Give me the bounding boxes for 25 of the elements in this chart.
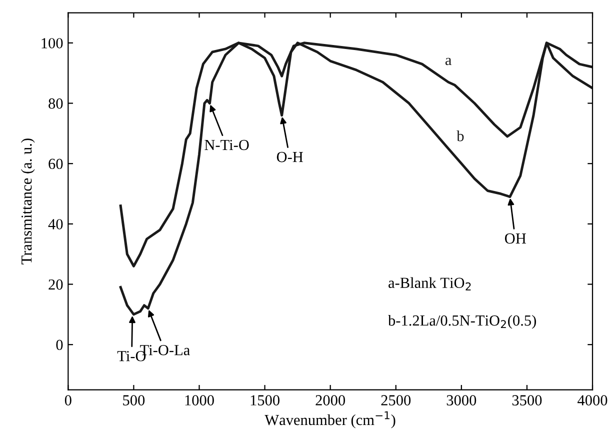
x-tick-label: 2000 (316, 395, 346, 406)
y-tick-label: 20 (48, 279, 63, 290)
x-tick-label: 0 (64, 395, 72, 406)
series-label: a (445, 58, 452, 66)
x-tick-label: 3500 (512, 395, 542, 406)
y-tick-label: 60 (48, 158, 63, 170)
y-tick-label: 0 (56, 340, 63, 350)
y-axis-title: Transmittance (a. u.) (20, 138, 35, 264)
annotation: OH (504, 233, 526, 244)
x-tick-label: 1000 (185, 395, 214, 406)
y-tick-label: 80 (48, 98, 63, 109)
x-tick-label: 1500 (250, 395, 280, 406)
x-tick-label: 2500 (381, 395, 411, 406)
x-axis-title: Wavenumber (cm$^{−1}$) (264, 411, 396, 428)
x-tick-label: 4000 (578, 395, 608, 406)
y-tick-label: 40 (48, 219, 63, 230)
line-series (119, 42, 593, 316)
series-label: b (456, 130, 464, 142)
annotation: N-Ti-O (204, 140, 249, 150)
annotation: a-Blank TiO$_{2}$ (388, 277, 471, 290)
y-tick-label: 100 (42, 38, 63, 48)
annotation: b-1.2La/0.5N-TiO$_{2}$(0.5) (388, 314, 536, 329)
x-tick-label: 500 (123, 395, 145, 406)
x-tick-label: 3000 (446, 395, 476, 406)
annotation: O-H (276, 152, 303, 162)
